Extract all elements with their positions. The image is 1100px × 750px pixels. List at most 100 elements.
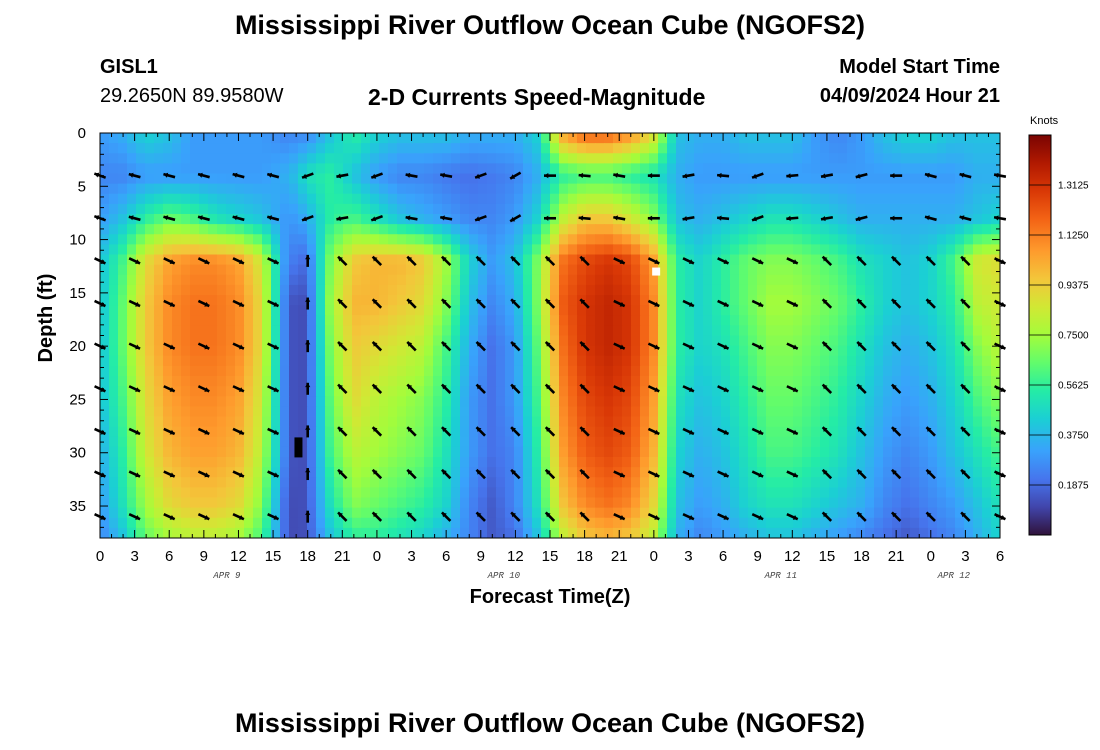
heatmap-cell: [712, 163, 722, 175]
current-vector-arrow: [510, 255, 521, 267]
heatmap-cell: [811, 163, 821, 175]
heatmap-cell: [586, 376, 596, 387]
heatmap-cell: [226, 315, 236, 326]
heatmap-cell: [748, 386, 758, 397]
heatmap-cell: [343, 517, 353, 529]
heatmap-cell: [892, 406, 902, 418]
heatmap-cell: [937, 203, 947, 215]
heatmap-cell: [532, 345, 542, 357]
heatmap-cell: [190, 467, 200, 478]
heatmap-cell: [208, 153, 218, 164]
heatmap-cell: [973, 163, 983, 175]
heatmap-cell: [541, 315, 551, 326]
heatmap-cell: [532, 527, 542, 538]
heatmap-cell: [559, 153, 569, 164]
heatmap-cell: [595, 446, 605, 458]
heatmap-cell: [199, 183, 209, 195]
heatmap-cell: [973, 365, 983, 377]
heatmap-cell: [820, 446, 830, 458]
heatmap-cell: [460, 457, 470, 468]
heatmap-cell: [523, 315, 533, 326]
heatmap-cell: [793, 254, 803, 266]
heatmap-cell: [541, 406, 551, 418]
heatmap-cell: [406, 457, 416, 468]
heatmap-cell: [982, 133, 992, 144]
heatmap-cell: [775, 457, 785, 468]
heatmap-cell: [568, 507, 578, 519]
heatmap-cell: [955, 507, 965, 519]
heatmap-cell: [748, 487, 758, 499]
heatmap-cell: [244, 234, 254, 245]
heatmap-cell: [100, 224, 110, 235]
heatmap-cell: [118, 325, 128, 337]
heatmap-cell: [541, 386, 551, 397]
heatmap-cell: [505, 365, 515, 377]
heatmap-cell: [190, 203, 200, 215]
heatmap-cell: [379, 224, 389, 235]
current-vector-arrow: [786, 512, 799, 521]
heatmap-cell: [172, 143, 182, 154]
heatmap-cell: [604, 396, 614, 407]
heatmap-cell: [433, 376, 443, 387]
heatmap-cell: [433, 497, 443, 509]
heatmap-cell: [685, 295, 695, 306]
heatmap-cell: [685, 446, 695, 458]
heatmap-cell: [577, 355, 587, 367]
heatmap-cell: [829, 254, 839, 266]
date-label: APR 10: [487, 571, 521, 581]
heatmap-cell: [505, 295, 515, 306]
heatmap-cell: [199, 143, 209, 154]
heatmap-cell: [361, 203, 371, 215]
heatmap-cell: [838, 396, 848, 407]
heatmap-cell: [694, 436, 704, 448]
heatmap-cell: [190, 396, 200, 407]
heatmap-cell: [658, 244, 668, 256]
heatmap-cell: [631, 305, 641, 316]
heatmap-cell: [829, 214, 839, 225]
heatmap-cell: [973, 396, 983, 407]
heatmap-cell: [811, 305, 821, 316]
heatmap-cell: [316, 335, 326, 347]
heatmap-cell: [289, 446, 299, 458]
station-coordinates: 29.2650N 89.9580W: [100, 85, 284, 107]
heatmap-cell: [523, 264, 533, 276]
heatmap-cell: [433, 183, 443, 195]
heatmap-cell: [973, 416, 983, 428]
heatmap-cell: [937, 507, 947, 519]
heatmap-cell: [388, 376, 398, 387]
heatmap-cell: [946, 153, 956, 164]
heatmap-cell: [559, 234, 569, 245]
heatmap-cell: [856, 133, 866, 144]
heatmap-cell: [559, 355, 569, 367]
heatmap-cell: [100, 284, 110, 296]
heatmap-cell: [586, 274, 596, 286]
heatmap-cell: [352, 305, 362, 316]
heatmap-cell: [910, 507, 920, 519]
heatmap-cell: [487, 477, 497, 488]
heatmap-cell: [424, 406, 434, 418]
heatmap-cell: [289, 426, 299, 438]
heatmap-cell: [253, 457, 263, 468]
heatmap-cell: [838, 203, 848, 215]
heatmap-cell: [370, 143, 380, 154]
heatmap-cell: [802, 244, 812, 256]
heatmap-cell: [460, 376, 470, 387]
heatmap-cell: [415, 173, 425, 185]
heatmap-cell: [919, 426, 929, 438]
current-vector-arrow: [163, 172, 176, 179]
heatmap-cell: [658, 376, 668, 387]
heatmap-cell: [982, 274, 992, 286]
heatmap-cell: [433, 477, 443, 488]
heatmap-cell: [415, 244, 425, 256]
heatmap-cell: [514, 517, 524, 529]
heatmap-cell: [568, 365, 578, 377]
heatmap-cell: [901, 234, 911, 245]
heatmap-cell: [766, 487, 776, 499]
heatmap-cell: [694, 143, 704, 154]
heatmap-cell: [676, 284, 686, 296]
heatmap-cell: [397, 284, 407, 296]
current-vector-arrow: [579, 340, 590, 352]
heatmap-cell: [910, 477, 920, 488]
heatmap-cell: [712, 406, 722, 418]
heatmap-cell: [208, 446, 218, 458]
